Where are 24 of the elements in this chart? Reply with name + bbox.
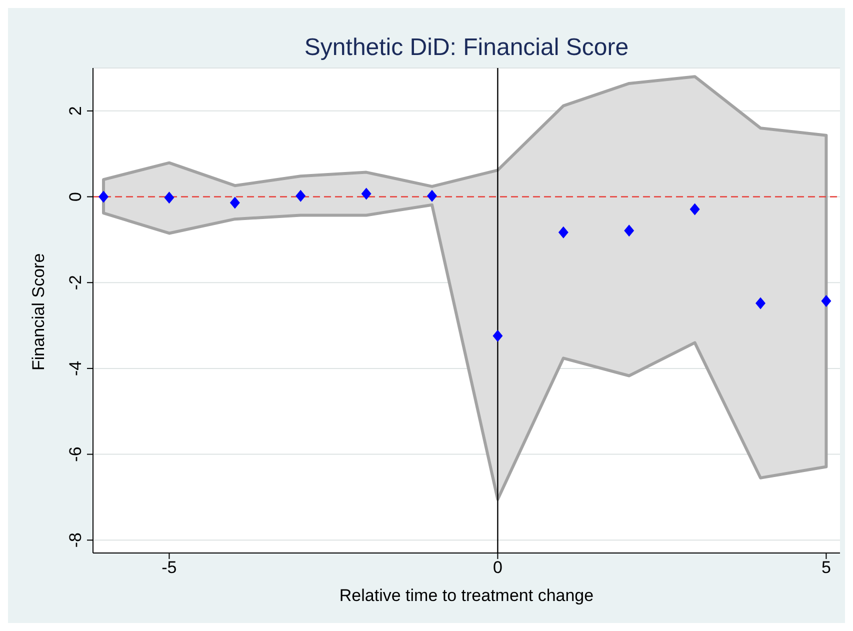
point [361, 188, 372, 200]
y-tick-label: -8 [66, 532, 85, 548]
y-tick-label: -2 [66, 275, 85, 290]
y-axis-title: Financial Score [29, 253, 48, 370]
point [821, 295, 832, 308]
point [296, 190, 306, 202]
point [230, 196, 240, 209]
chart-title: Synthetic DiD: Financial Score [303, 34, 630, 62]
point [558, 226, 568, 238]
x-tick-label: 5 [821, 558, 831, 578]
x-tick-label: 0 [492, 558, 502, 578]
y-tick-label: -4 [66, 360, 85, 376]
point [427, 190, 438, 202]
y-tick-label: -6 [66, 446, 85, 462]
point [164, 192, 174, 204]
point [492, 330, 503, 342]
point [98, 190, 109, 203]
x-tick-label: -5 [162, 558, 177, 578]
x-axis-title: Relative time to treatment change [339, 586, 594, 605]
point [624, 224, 634, 237]
point [690, 203, 700, 216]
point [756, 297, 766, 310]
y-tick-label: 2 [66, 106, 85, 116]
y-tick-label: 0 [66, 192, 85, 202]
